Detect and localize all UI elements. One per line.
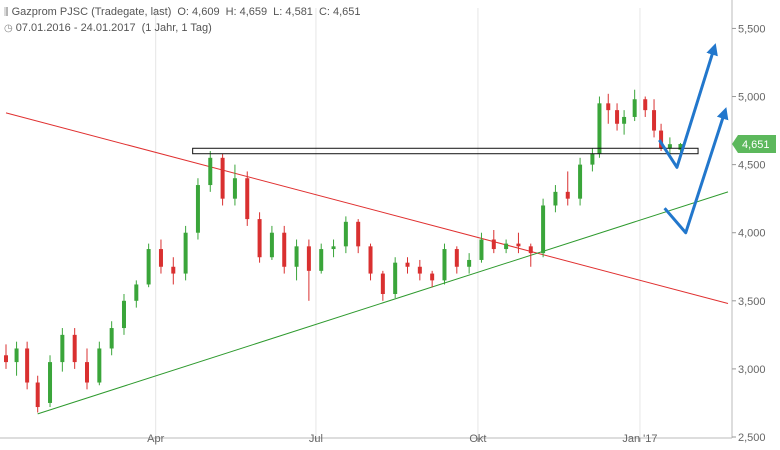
candle-body (171, 266, 176, 274)
candle-body (319, 249, 324, 271)
chart-subheader: ◷ 07.01.2016 - 24.01.2017 (1 Jahr, 1 Tag) (4, 22, 218, 34)
candle-body (504, 243, 509, 250)
candle-body (146, 249, 151, 285)
candle-body (257, 219, 262, 258)
candle-body (183, 232, 188, 274)
x-tick-label: Okt (469, 433, 486, 445)
candle-body (60, 334, 65, 363)
candle-body (565, 191, 570, 199)
candle-body (208, 157, 213, 186)
candle-body (454, 249, 459, 267)
candle-body (380, 273, 385, 294)
candle-body (578, 164, 583, 199)
candle-body (195, 185, 200, 233)
candle-body (678, 144, 683, 150)
candle-body (85, 362, 90, 383)
clock-icon: ◷ (4, 23, 13, 34)
candle-body (615, 110, 620, 124)
projection-arrow (658, 43, 718, 169)
chart-header: ⫼ Gazprom PJSC (Tradegate, last) O: 4,609 H… (4, 6, 367, 18)
candle-body (306, 246, 311, 271)
candlesticks (4, 89, 683, 413)
x-tick-label: Apr (147, 433, 164, 445)
y-tick-label: 5,500 (738, 23, 766, 35)
open-value: O: 4,609 (177, 6, 220, 18)
support-trendline (37, 191, 729, 415)
candle-body (25, 348, 30, 383)
candle-body (35, 382, 40, 408)
candle-body (606, 103, 611, 111)
resistance-zone-box (192, 147, 699, 155)
candle-body (282, 232, 287, 267)
candle-body (121, 300, 126, 329)
candle-body (553, 191, 558, 206)
low-value: L: 4,581 (273, 6, 313, 18)
candle-body (430, 273, 435, 281)
y-tick-label: 3,500 (738, 296, 766, 308)
candle-body (158, 249, 163, 267)
candle-body (405, 262, 410, 267)
candle-body (491, 239, 496, 250)
y-tick-label: 3,000 (738, 364, 766, 376)
x-tick-label: Jan '17 (622, 433, 657, 445)
candle-body (343, 221, 348, 247)
period-label: (1 Jahr, 1 Tag) (141, 22, 212, 34)
candle-body (467, 259, 472, 267)
candle-body (528, 246, 533, 254)
last-price-badge (732, 135, 776, 154)
last-price-label: 4,651 (742, 139, 770, 151)
candle-body (245, 178, 250, 220)
candle-body (417, 266, 422, 274)
high-value: H: 4,659 (225, 6, 268, 18)
candle-body (442, 249, 447, 281)
candle-body (109, 328, 114, 349)
candle-body (220, 157, 225, 199)
candle-body (667, 144, 672, 149)
candle-body (269, 232, 274, 258)
projection-arrow (663, 107, 729, 235)
candle-body (597, 103, 602, 154)
y-tick-label: 4,500 (738, 160, 766, 172)
grid-lines (155, 8, 641, 438)
candle-body (356, 221, 361, 247)
candle-body (48, 362, 53, 403)
candle-body (590, 153, 595, 165)
candle-body (479, 239, 484, 260)
resistance-trendline (5, 112, 729, 305)
y-tick-label: 5,000 (738, 92, 766, 104)
y-tick-label: 2,500 (738, 432, 766, 444)
candle-body (632, 99, 637, 117)
trend-lines (5, 112, 729, 415)
candle-body (14, 348, 19, 363)
candle-body (4, 355, 8, 363)
candle-body (368, 246, 373, 274)
candle-body (622, 116, 627, 124)
x-tick-label: Jul (309, 433, 323, 445)
candle-body (97, 348, 102, 383)
candle-body (643, 99, 648, 111)
projection-arrows (192, 43, 729, 235)
y-tick-label: 4,000 (738, 228, 766, 240)
candle-body (331, 246, 336, 250)
close-value: C: 4,651 (318, 6, 361, 18)
instrument-name: Gazprom PJSC (Tradegate, last) (11, 6, 172, 18)
candle-body (393, 262, 398, 294)
candle-body (134, 284, 139, 301)
candle-body (232, 178, 237, 199)
candle-body (516, 243, 521, 247)
candle-body (541, 205, 546, 254)
candle-body (72, 334, 77, 363)
candlestick-icon: ⫼ (4, 7, 9, 18)
candle-body (652, 110, 657, 131)
candle-body (659, 130, 664, 149)
date-range: 07.01.2016 - 24.01.2017 (15, 22, 136, 34)
candle-body (294, 246, 299, 267)
